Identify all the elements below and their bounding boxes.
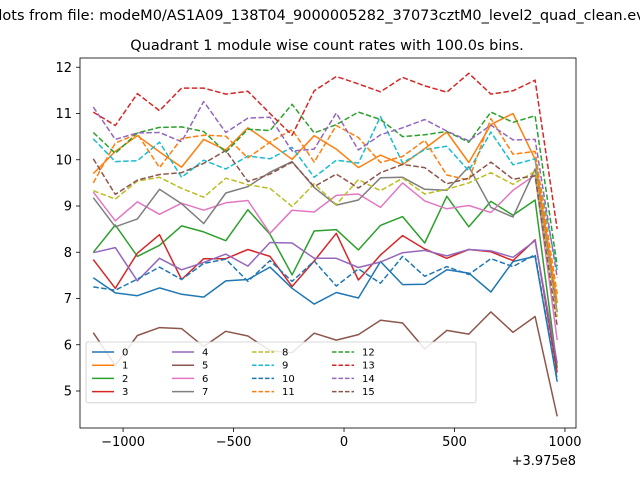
series-line-6	[92, 174, 558, 341]
y-tick-label: 12	[55, 61, 72, 76]
legend-label-12: 12	[362, 348, 375, 359]
y-tick-label: 10	[55, 153, 72, 168]
legend-label-4: 4	[202, 348, 208, 359]
y-tick-label: 6	[64, 338, 72, 353]
series-line-7	[92, 160, 558, 313]
legend-label-14: 14	[362, 374, 375, 385]
x-tick-label: −500	[216, 435, 252, 450]
y-tick-label: 5	[64, 385, 72, 400]
y-tick-label: 11	[55, 107, 72, 122]
series-line-11	[92, 117, 558, 295]
x-tick-label: 500	[442, 435, 467, 450]
legend-label-1: 1	[122, 361, 128, 372]
series-line-0	[92, 255, 558, 382]
legend-label-6: 6	[202, 374, 208, 385]
x-tick-label: −1000	[101, 435, 145, 450]
series-line-15	[92, 149, 558, 327]
figure-suptitle: Plots from file: modeM0/AS1A09_138T04_90…	[0, 8, 640, 24]
series-line-8	[93, 170, 558, 318]
legend-label-5: 5	[202, 361, 208, 372]
legend-label-13: 13	[362, 361, 375, 372]
legend-label-9: 9	[282, 361, 288, 372]
legend-label-3: 3	[122, 387, 128, 398]
legend-label-15: 15	[362, 387, 375, 398]
series-line-13	[92, 72, 558, 230]
series-line-2	[92, 195, 558, 368]
legend-label-10: 10	[282, 374, 295, 385]
series-line-9	[92, 115, 558, 271]
legend-box	[85, 341, 477, 404]
x-tick-label: 1000	[548, 435, 581, 450]
chart-title: Quadrant 1 module wise count rates with …	[130, 38, 524, 54]
x-offset-label: +3.975e8	[512, 454, 576, 469]
series-line-4	[93, 239, 558, 364]
axes-frame	[79, 57, 577, 429]
legend-label-2: 2	[122, 374, 128, 385]
legend-label-8: 8	[282, 348, 288, 359]
plot-lines	[92, 72, 558, 417]
series-line-12	[92, 103, 558, 267]
legend-label-11: 11	[282, 387, 295, 398]
legend-label-7: 7	[202, 387, 208, 398]
series-line-14	[92, 100, 558, 278]
series-line-1	[92, 112, 558, 304]
x-tick-label: 0	[340, 435, 348, 450]
y-tick-label: 9	[64, 200, 72, 215]
series-line-10	[93, 253, 558, 380]
y-tick-label: 8	[64, 246, 72, 261]
legend-label-0: 0	[122, 348, 128, 359]
series-line-5	[92, 311, 558, 417]
y-tick-label: 7	[64, 292, 72, 307]
